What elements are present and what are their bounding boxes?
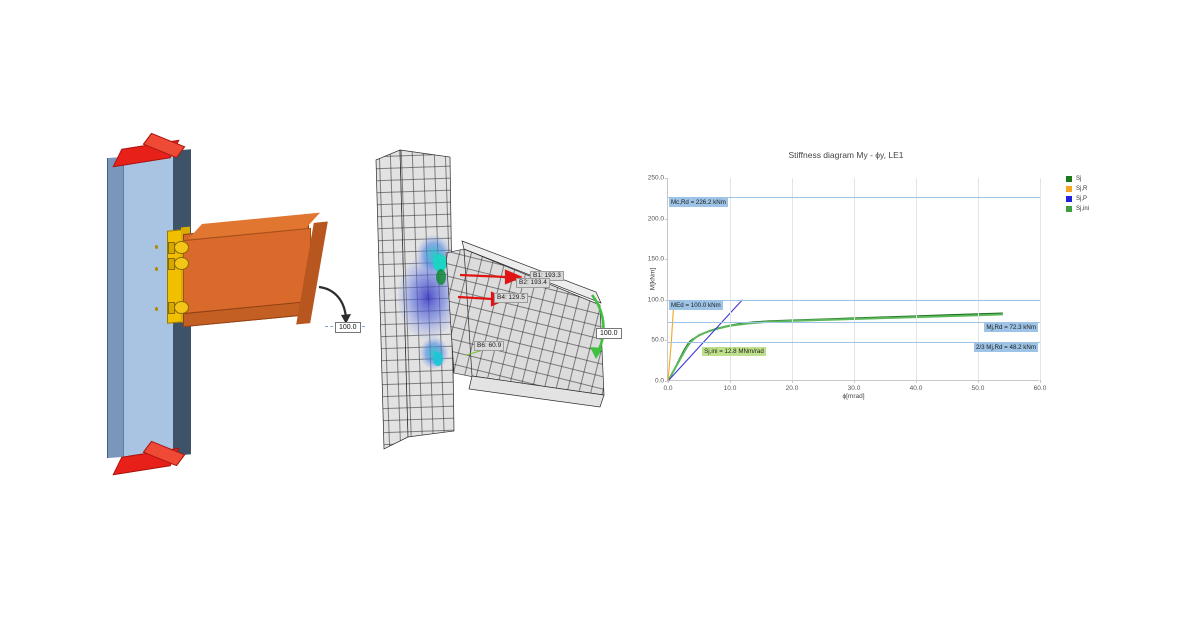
bolt-3 (174, 301, 189, 314)
x-tick-label: 50.0 (971, 385, 985, 392)
reference-line-label: Mj,Rd = 72.3 kNm (984, 323, 1038, 333)
y-tick-mark (665, 259, 668, 261)
stress-cloud-bottom (420, 337, 448, 369)
series-sjini (667, 313, 1003, 382)
reference-line (668, 322, 1040, 324)
bolt-shank-1 (168, 242, 175, 254)
x-tick-mark (668, 380, 669, 383)
x-tick-label: 40.0 (909, 385, 923, 392)
legend-swatch (1066, 195, 1072, 202)
fea-deformed-mesh-view[interactable]: B1: 193.3 B2: 193.4 B4: 129.5 B6: 60.9 1… (368, 145, 630, 465)
legend-swatch (1066, 185, 1072, 192)
bolt-force-label-b4: B4: 129.5 (494, 293, 528, 303)
x-tick-label: 20.0 (785, 385, 799, 392)
bolt-1 (174, 241, 189, 254)
fea-moment-arrow-icon (590, 294, 605, 359)
bolt-force-label-b2: B2: 193.4 (516, 278, 550, 288)
stress-peak-bottom (433, 352, 443, 366)
y-tick-label: 200.0 (647, 215, 664, 223)
legend-label: Sj,R (1076, 185, 1088, 192)
x-tick-label: 10.0 (723, 385, 737, 392)
y-tick-label: 250.0 (647, 174, 664, 182)
chart-curves (667, 299, 1003, 382)
x-axis-label: ϕ[mrad] (842, 393, 865, 400)
y-axis-label: M[kNm] (649, 267, 657, 291)
legend-item-sjini[interactable]: Sj,ini (1066, 204, 1089, 213)
y-tick-mark (665, 381, 668, 382)
y-tick-label: 150.0 (647, 255, 664, 263)
legend-label: Sj,P (1076, 195, 1088, 202)
fea-beam (461, 240, 605, 408)
series-sjp (667, 299, 743, 382)
x-tick-mark (730, 380, 731, 383)
x-tick-label: 30.0 (847, 385, 861, 392)
legend-item-sjr[interactable]: Sj,R (1066, 184, 1089, 193)
bolt-shank-2 (168, 258, 175, 270)
x-gridline (792, 178, 793, 381)
x-gridline (916, 178, 917, 381)
fea-mesh-svg (375, 149, 605, 450)
y-tick-label: 0.0 (654, 377, 664, 385)
bolt-hole-1 (155, 245, 158, 249)
y-tick-mark (665, 299, 668, 301)
legend-swatch (1066, 205, 1072, 212)
reference-line (668, 299, 1040, 301)
bolt-shank-3 (168, 302, 175, 314)
x-tick-label: 0.0 (663, 385, 673, 392)
x-gridline (978, 178, 979, 381)
y-tick-mark (665, 218, 668, 220)
x-tick-mark (854, 380, 855, 383)
x-tick-mark (792, 380, 793, 383)
bolt-force-label-b6: B6: 60.9 (474, 341, 505, 351)
y-tick-mark (665, 178, 668, 179)
reference-line-label: 2/3 Mj,Rd = 48.2 kNm (973, 342, 1038, 352)
y-tick-label: 50.0 (651, 336, 664, 344)
legend-item-sj[interactable]: Sj (1066, 174, 1089, 183)
reference-line (668, 197, 1040, 199)
chart-title: Stiffness diagram My - ϕy, LE1 (788, 150, 904, 160)
x-gridline (854, 178, 855, 381)
reference-line (668, 341, 1040, 343)
x-tick-mark (916, 380, 917, 383)
x-tick-mark (978, 380, 979, 383)
moment-value-label-fea: 100.0 (596, 328, 622, 339)
moment-value-label-3d: 100.0 (335, 322, 361, 333)
chart-plot-area: M[kNm] ϕ[mrad] 0.0 10.0 20.0 30.0 40.0 50.0 60… (648, 175, 1047, 401)
y-tick-mark (665, 340, 668, 342)
moment-arrow-icon (318, 285, 351, 324)
legend-item-sjp[interactable]: Sj,P (1066, 194, 1089, 203)
x-gridline (730, 178, 731, 381)
reference-line-label: MEd = 100.0 kNm (669, 300, 723, 310)
bolt-2 (174, 257, 189, 270)
reference-line-label: Mc,Rd = 226.2 kNm (669, 198, 728, 208)
x-tick-mark (1040, 380, 1041, 383)
x-gridline (1040, 178, 1041, 381)
connection-3d-model[interactable]: 100.0 (95, 132, 365, 476)
stress-peak-green (436, 269, 446, 285)
legend-label: Sj,ini (1076, 205, 1090, 212)
stress-peak-top (433, 254, 447, 272)
annotation-label: Sj,ini = 12.8 MNm/rad (702, 346, 766, 356)
legend-label: Sj (1076, 175, 1082, 182)
series-sjr (667, 299, 675, 382)
chart-legend[interactable]: Sj Sj,R Sj,P Sj,ini (1066, 174, 1089, 214)
legend-swatch (1066, 175, 1072, 182)
bolt-hole-2 (155, 267, 158, 271)
bolt-hole-3 (155, 307, 158, 311)
y-tick-label: 100.0 (647, 296, 664, 304)
x-tick-label: 60.0 (1033, 385, 1047, 392)
stiffness-diagram[interactable]: Stiffness diagram My - ϕy, LE1 M[kNm] ϕ[… (636, 146, 1106, 456)
